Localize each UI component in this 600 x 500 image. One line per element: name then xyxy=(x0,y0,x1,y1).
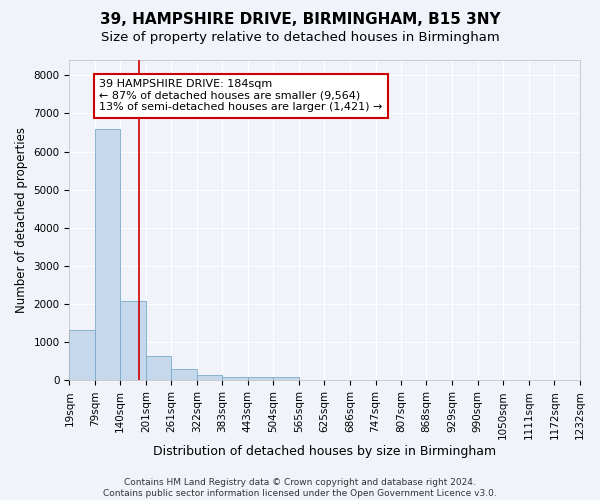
Text: Size of property relative to detached houses in Birmingham: Size of property relative to detached ho… xyxy=(101,31,499,44)
Bar xyxy=(197,374,223,380)
Text: 39, HAMPSHIRE DRIVE, BIRMINGHAM, B15 3NY: 39, HAMPSHIRE DRIVE, BIRMINGHAM, B15 3NY xyxy=(100,12,500,28)
X-axis label: Distribution of detached houses by size in Birmingham: Distribution of detached houses by size … xyxy=(153,444,496,458)
Bar xyxy=(223,376,248,380)
Bar xyxy=(248,378,274,380)
Y-axis label: Number of detached properties: Number of detached properties xyxy=(15,127,28,313)
Bar xyxy=(120,301,146,380)
Bar xyxy=(146,356,171,380)
Bar xyxy=(274,378,299,380)
Bar xyxy=(171,369,197,380)
Bar xyxy=(95,128,120,380)
Text: Contains HM Land Registry data © Crown copyright and database right 2024.
Contai: Contains HM Land Registry data © Crown c… xyxy=(103,478,497,498)
Text: 39 HAMPSHIRE DRIVE: 184sqm
← 87% of detached houses are smaller (9,564)
13% of s: 39 HAMPSHIRE DRIVE: 184sqm ← 87% of deta… xyxy=(99,79,383,112)
Bar xyxy=(70,330,95,380)
